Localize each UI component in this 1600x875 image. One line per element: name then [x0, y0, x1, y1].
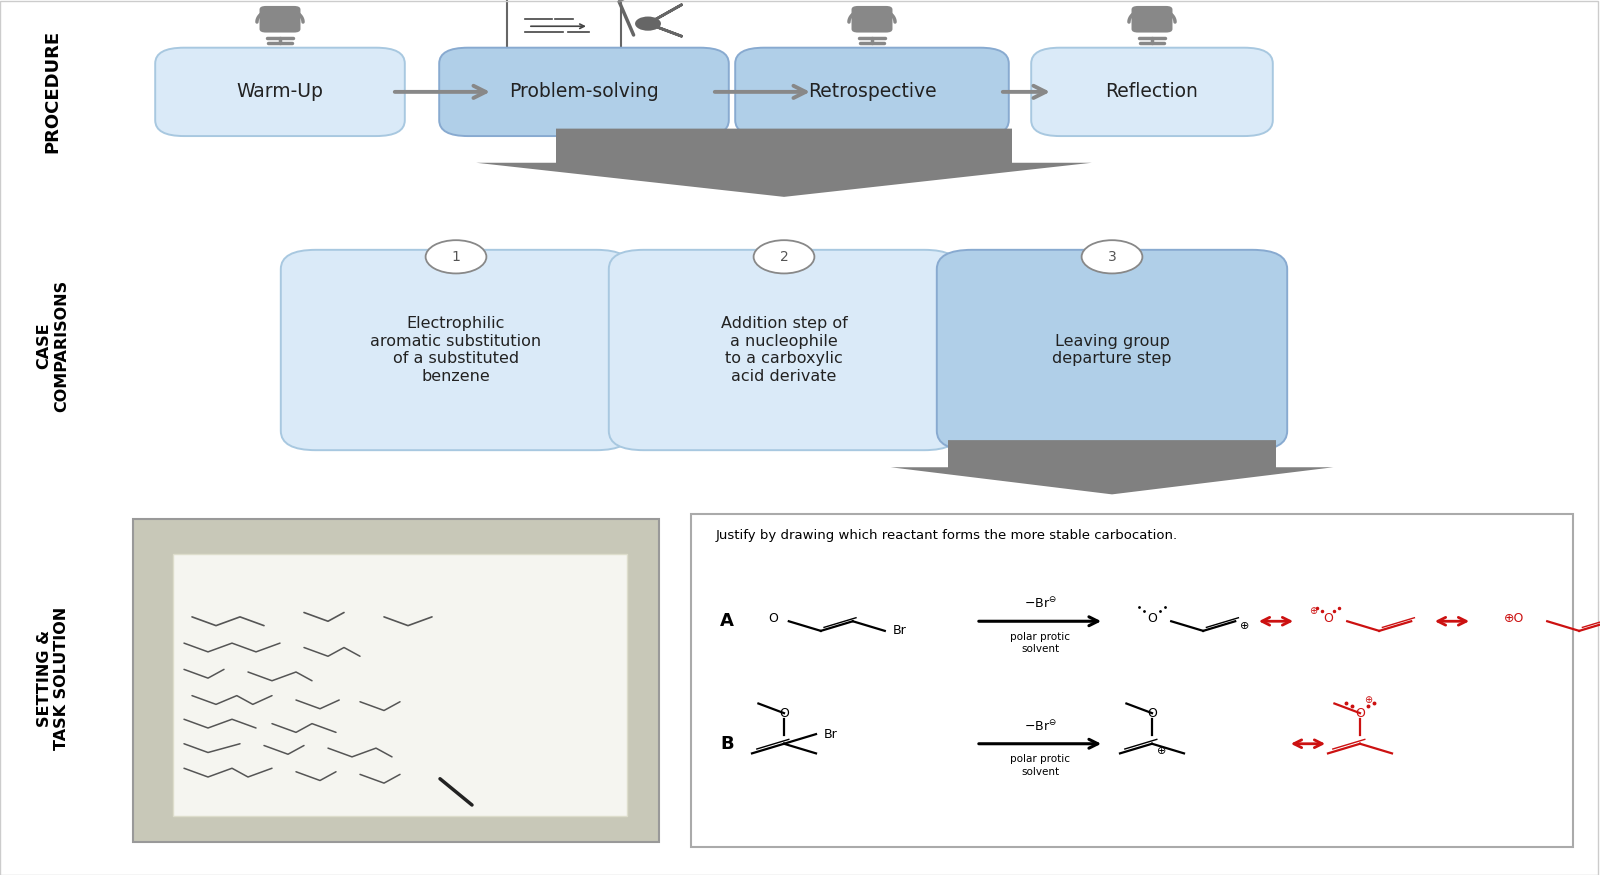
- Text: O: O: [1147, 612, 1157, 625]
- Text: Leaving group
departure step: Leaving group departure step: [1053, 333, 1171, 367]
- Text: polar protic: polar protic: [1010, 754, 1070, 765]
- Text: CASE
COMPARISONS: CASE COMPARISONS: [37, 279, 69, 411]
- Text: polar protic: polar protic: [1010, 632, 1070, 642]
- Text: Problem-solving: Problem-solving: [509, 82, 659, 102]
- Text: Reflection: Reflection: [1106, 82, 1198, 102]
- Text: Warm-Up: Warm-Up: [237, 82, 323, 102]
- Text: $-\mathrm{Br}^{\ominus}$: $-\mathrm{Br}^{\ominus}$: [1024, 718, 1056, 734]
- Text: $-\mathrm{Br}^{\ominus}$: $-\mathrm{Br}^{\ominus}$: [1024, 596, 1056, 612]
- FancyBboxPatch shape: [280, 250, 630, 450]
- Polygon shape: [477, 129, 1091, 197]
- FancyBboxPatch shape: [608, 250, 958, 450]
- Text: ⊕: ⊕: [1363, 695, 1373, 705]
- FancyBboxPatch shape: [133, 519, 659, 842]
- FancyBboxPatch shape: [736, 47, 1010, 136]
- Text: A: A: [720, 612, 734, 630]
- Polygon shape: [488, 788, 648, 840]
- Text: 2: 2: [779, 250, 789, 264]
- Circle shape: [635, 17, 661, 31]
- Text: O: O: [1147, 707, 1157, 719]
- Text: B: B: [720, 735, 734, 752]
- FancyBboxPatch shape: [507, 0, 621, 51]
- Text: solvent: solvent: [1021, 644, 1059, 654]
- Text: Electrophilic
aromatic substitution
of a substituted
benzene: Electrophilic aromatic substitution of a…: [371, 317, 541, 383]
- Text: ⊕O: ⊕O: [1504, 612, 1525, 625]
- Text: 1: 1: [451, 250, 461, 264]
- Text: SETTING &
TASK SOLUTION: SETTING & TASK SOLUTION: [37, 606, 69, 750]
- FancyBboxPatch shape: [438, 47, 728, 136]
- Text: Addition step of
a nucleophile
to a carboxylic
acid derivate: Addition step of a nucleophile to a carb…: [720, 317, 848, 383]
- FancyBboxPatch shape: [851, 6, 893, 32]
- Text: O: O: [779, 707, 789, 719]
- FancyBboxPatch shape: [155, 47, 405, 136]
- Text: PROCEDURE: PROCEDURE: [43, 31, 62, 153]
- Text: O: O: [768, 612, 778, 625]
- Text: ⊕: ⊕: [1309, 606, 1318, 616]
- Text: Br: Br: [893, 625, 907, 637]
- Circle shape: [754, 240, 814, 273]
- Circle shape: [426, 240, 486, 273]
- FancyBboxPatch shape: [173, 554, 627, 816]
- Text: ⊕: ⊕: [1240, 620, 1250, 631]
- FancyBboxPatch shape: [936, 250, 1286, 450]
- Circle shape: [1082, 240, 1142, 273]
- Text: Justify by drawing which reactant forms the more stable carbocation.: Justify by drawing which reactant forms …: [715, 529, 1178, 542]
- FancyBboxPatch shape: [259, 6, 301, 32]
- FancyBboxPatch shape: [1032, 47, 1274, 136]
- Polygon shape: [891, 440, 1333, 494]
- Text: O: O: [1355, 707, 1365, 719]
- FancyBboxPatch shape: [1131, 6, 1173, 32]
- Text: solvent: solvent: [1021, 766, 1059, 777]
- Text: O: O: [1323, 612, 1333, 625]
- Text: Retrospective: Retrospective: [808, 82, 936, 102]
- Text: ⊕: ⊕: [1157, 746, 1166, 756]
- Text: Br: Br: [824, 728, 838, 740]
- FancyBboxPatch shape: [691, 514, 1573, 847]
- Text: 3: 3: [1107, 250, 1117, 264]
